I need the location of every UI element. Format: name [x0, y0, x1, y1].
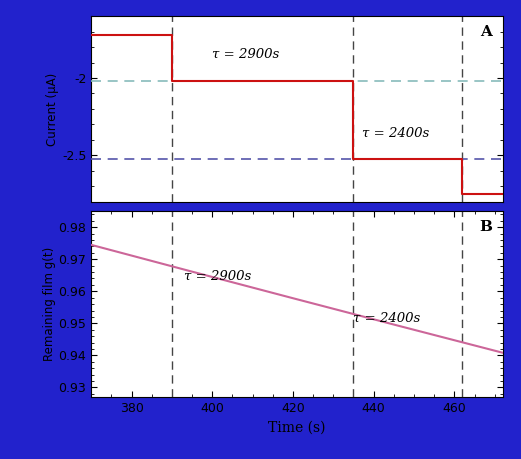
Text: τ = 2400s: τ = 2400s: [362, 127, 429, 140]
Text: τ = 2400s: τ = 2400s: [353, 312, 421, 325]
Text: τ = 2900s: τ = 2900s: [184, 270, 251, 283]
Y-axis label: Remaining film g(t): Remaining film g(t): [43, 247, 56, 361]
Y-axis label: Current (μA): Current (μA): [46, 73, 59, 146]
Text: A: A: [480, 25, 492, 39]
X-axis label: Time (s): Time (s): [268, 420, 326, 435]
Text: B: B: [479, 220, 492, 235]
Text: τ = 2900s: τ = 2900s: [212, 48, 279, 61]
